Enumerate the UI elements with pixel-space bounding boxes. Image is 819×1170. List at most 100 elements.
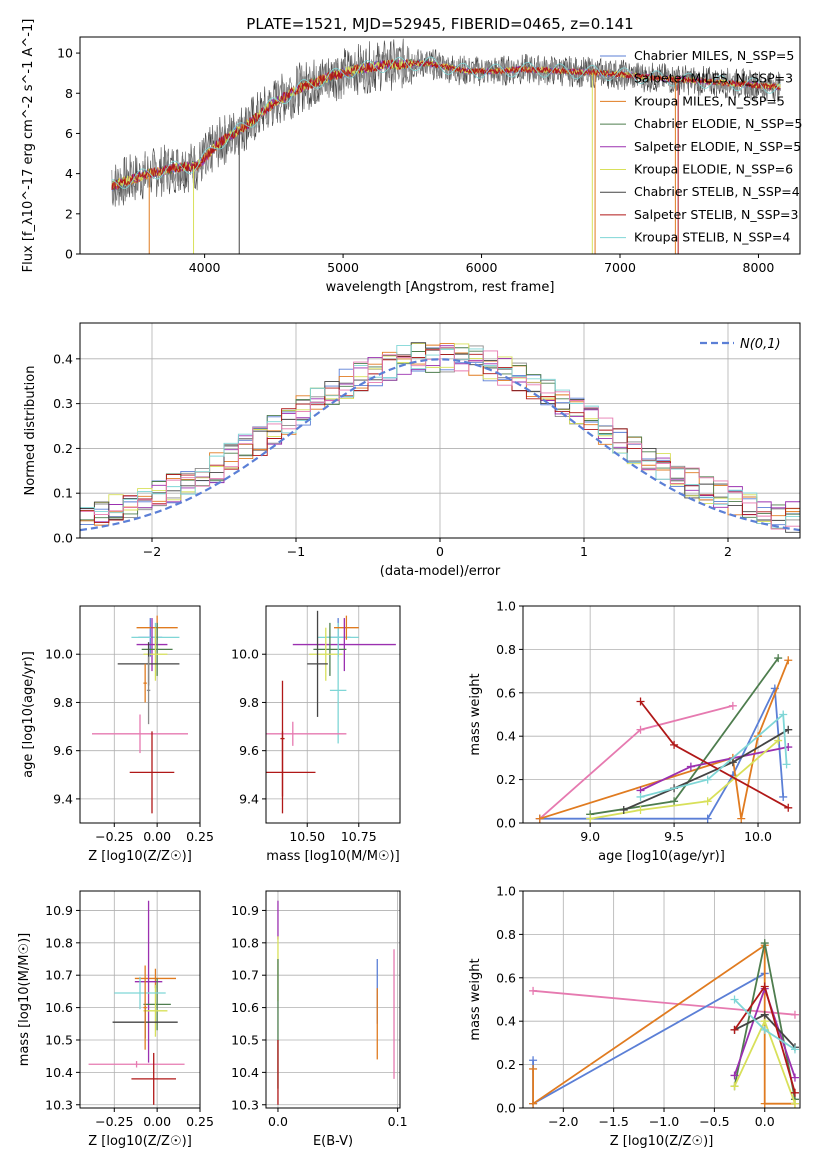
y-tick-label: 9.6 [53,743,73,758]
y-tick-label: 10.0 [231,647,259,662]
x-tick-label: −1 [287,544,305,559]
weight-point-marker [529,1099,538,1108]
x-tick-label: 4000 [189,260,221,275]
y-tick-label: 9.4 [53,791,73,806]
x-tick-label: −2 [143,544,161,559]
spectrum-plot-area [111,38,781,254]
x-axis-label: wavelength [Angstrom, rest frame] [326,280,555,295]
mass_vs_Z-plot-area [88,900,185,1105]
x-tick-label: 0.00 [143,829,171,844]
spectrum-legend: Chabrier MILES, N_SSP=5 Salpeter MILES, N… [600,48,803,245]
legend-label: Chabrier STELIB, N_SSP=4 [634,184,800,199]
x-tick-label: 0.0 [268,1114,288,1129]
weight-point-marker [636,792,645,801]
weight-point-marker [774,736,783,745]
x-tick-label: 6000 [466,260,498,275]
weight-point-marker [728,758,737,767]
y-axis-label: mass weight [468,673,483,755]
weight-point-marker [728,701,737,710]
y-tick-label: 0.3 [53,396,73,411]
weight_vs_Z-axes: −2.0 −1.5 −1.0 −0.5 0.0 0.0 0.2 0.4 0.6 0.8 1.0 Z [… [468,884,801,1149]
figure-title: PLATE=1521, MJD=52945, FIBERID=0465, z=0… [246,15,633,33]
legend-label: Chabrier MILES, N_SSP=5 [634,48,794,63]
y-tick-label: 0.8 [496,927,516,942]
weight-point-marker [779,792,788,801]
y-tick-label: 10.6 [45,1000,73,1015]
spectrum-series-line [111,58,781,191]
y-tick-label: 9.8 [239,695,259,710]
histogram-series [80,346,800,538]
x-tick-label: −2.0 [548,1114,578,1129]
weight-point-marker [703,814,712,823]
legend-label: Kroupa MILES, N_SSP=5 [634,93,785,108]
y-tick-label: 10 [57,46,73,61]
age_vs_mass-plot-area [266,610,396,814]
age_vs_mass-axes: 10.50 10.75 9.4 9.6 9.8 10.0 mass [log10(M/M☉)… [231,605,401,864]
y-tick-label: 10.9 [45,903,73,918]
x-tick-label: −0.25 [95,1114,133,1129]
y-tick-label: 10.8 [45,935,73,950]
y-tick-label: 10.4 [45,1065,73,1080]
weight-point-marker [782,760,791,769]
y-tick-label: 0.6 [496,685,516,700]
y-tick-label: 10.9 [231,903,259,918]
x-tick-label: 10.75 [341,829,377,844]
x-axis-label: E(B-V) [313,1134,353,1149]
y-tick-label: 4 [65,166,73,181]
weight-point-marker [784,803,793,812]
weight-point-marker [636,725,645,734]
y-tick-label: 2 [65,206,73,221]
x-tick-label: 1 [580,544,588,559]
y-tick-label: 0.2 [53,441,73,456]
weight-point-marker [670,740,679,749]
weight-point-marker [703,775,712,784]
y-tick-label: 0.4 [496,729,516,744]
weight-point-marker [730,1082,739,1091]
y-tick-label: 0.8 [496,642,516,657]
x-tick-label: 0.1 [388,1114,408,1129]
x-axis-label: age [log10(age/yr)] [598,849,725,864]
x-axis-label: Z [log10(Z/Z☉)] [88,1134,192,1149]
y-axis-label: age [log10(age/yr)] [21,651,36,778]
x-axis-label: Z [log10(Z/Z☉)] [88,849,192,864]
weight-point-marker [636,697,645,706]
axes-frame [265,605,401,824]
y-tick-label: 0 [65,247,73,262]
x-tick-label: 0.00 [143,1114,171,1129]
legend-label: N(0,1) [740,337,781,352]
x-tick-label: −1.0 [649,1114,679,1129]
x-tick-label: 0.25 [186,1114,214,1129]
x-tick-label: 2 [724,544,732,559]
weight-point-marker [790,1010,799,1019]
x-tick-label: 7000 [604,260,636,275]
weight-point-marker [779,710,788,719]
y-tick-label: 0.2 [496,1057,516,1072]
weight-series-line [590,739,779,820]
y-tick-label: 9.8 [53,695,73,710]
y-axis-label: mass [log10(M/M☉)] [17,933,32,1066]
x-tick-label: 5000 [327,260,359,275]
axes-frame [79,36,801,255]
y-tick-label: 0.4 [496,1014,516,1029]
weight-point-marker [529,986,538,995]
mass_vs_ebv-plot-area [277,900,395,1105]
legend-label: Kroupa ELODIE, N_SSP=6 [634,162,793,177]
y-tick-label: 1.0 [496,884,516,899]
y-tick-label: 8 [65,86,73,101]
y-tick-label: 0.0 [496,1101,516,1116]
x-tick-label: −1.5 [598,1114,628,1129]
weight-point-marker [774,654,783,663]
y-tick-label: 1.0 [496,599,516,614]
legend-label: Salpeter MILES, N_SSP=3 [634,71,793,86]
age_vs_Z-plot-area [92,615,188,814]
weight-point-marker [760,1099,769,1108]
y-tick-label: 10.6 [231,1000,259,1015]
weight-point-marker [730,1071,739,1080]
mass_vs_Z-axes: −0.25 0.00 0.25 10.3 10.4 10.5 10.6 10.7 10.8 10.… [17,890,214,1149]
weight-point-marker [760,982,769,991]
y-tick-label: 0.2 [496,772,516,787]
x-tick-label: 9.0 [580,829,600,844]
x-tick-label: 9.5 [664,829,684,844]
axes-frame [522,890,801,1109]
